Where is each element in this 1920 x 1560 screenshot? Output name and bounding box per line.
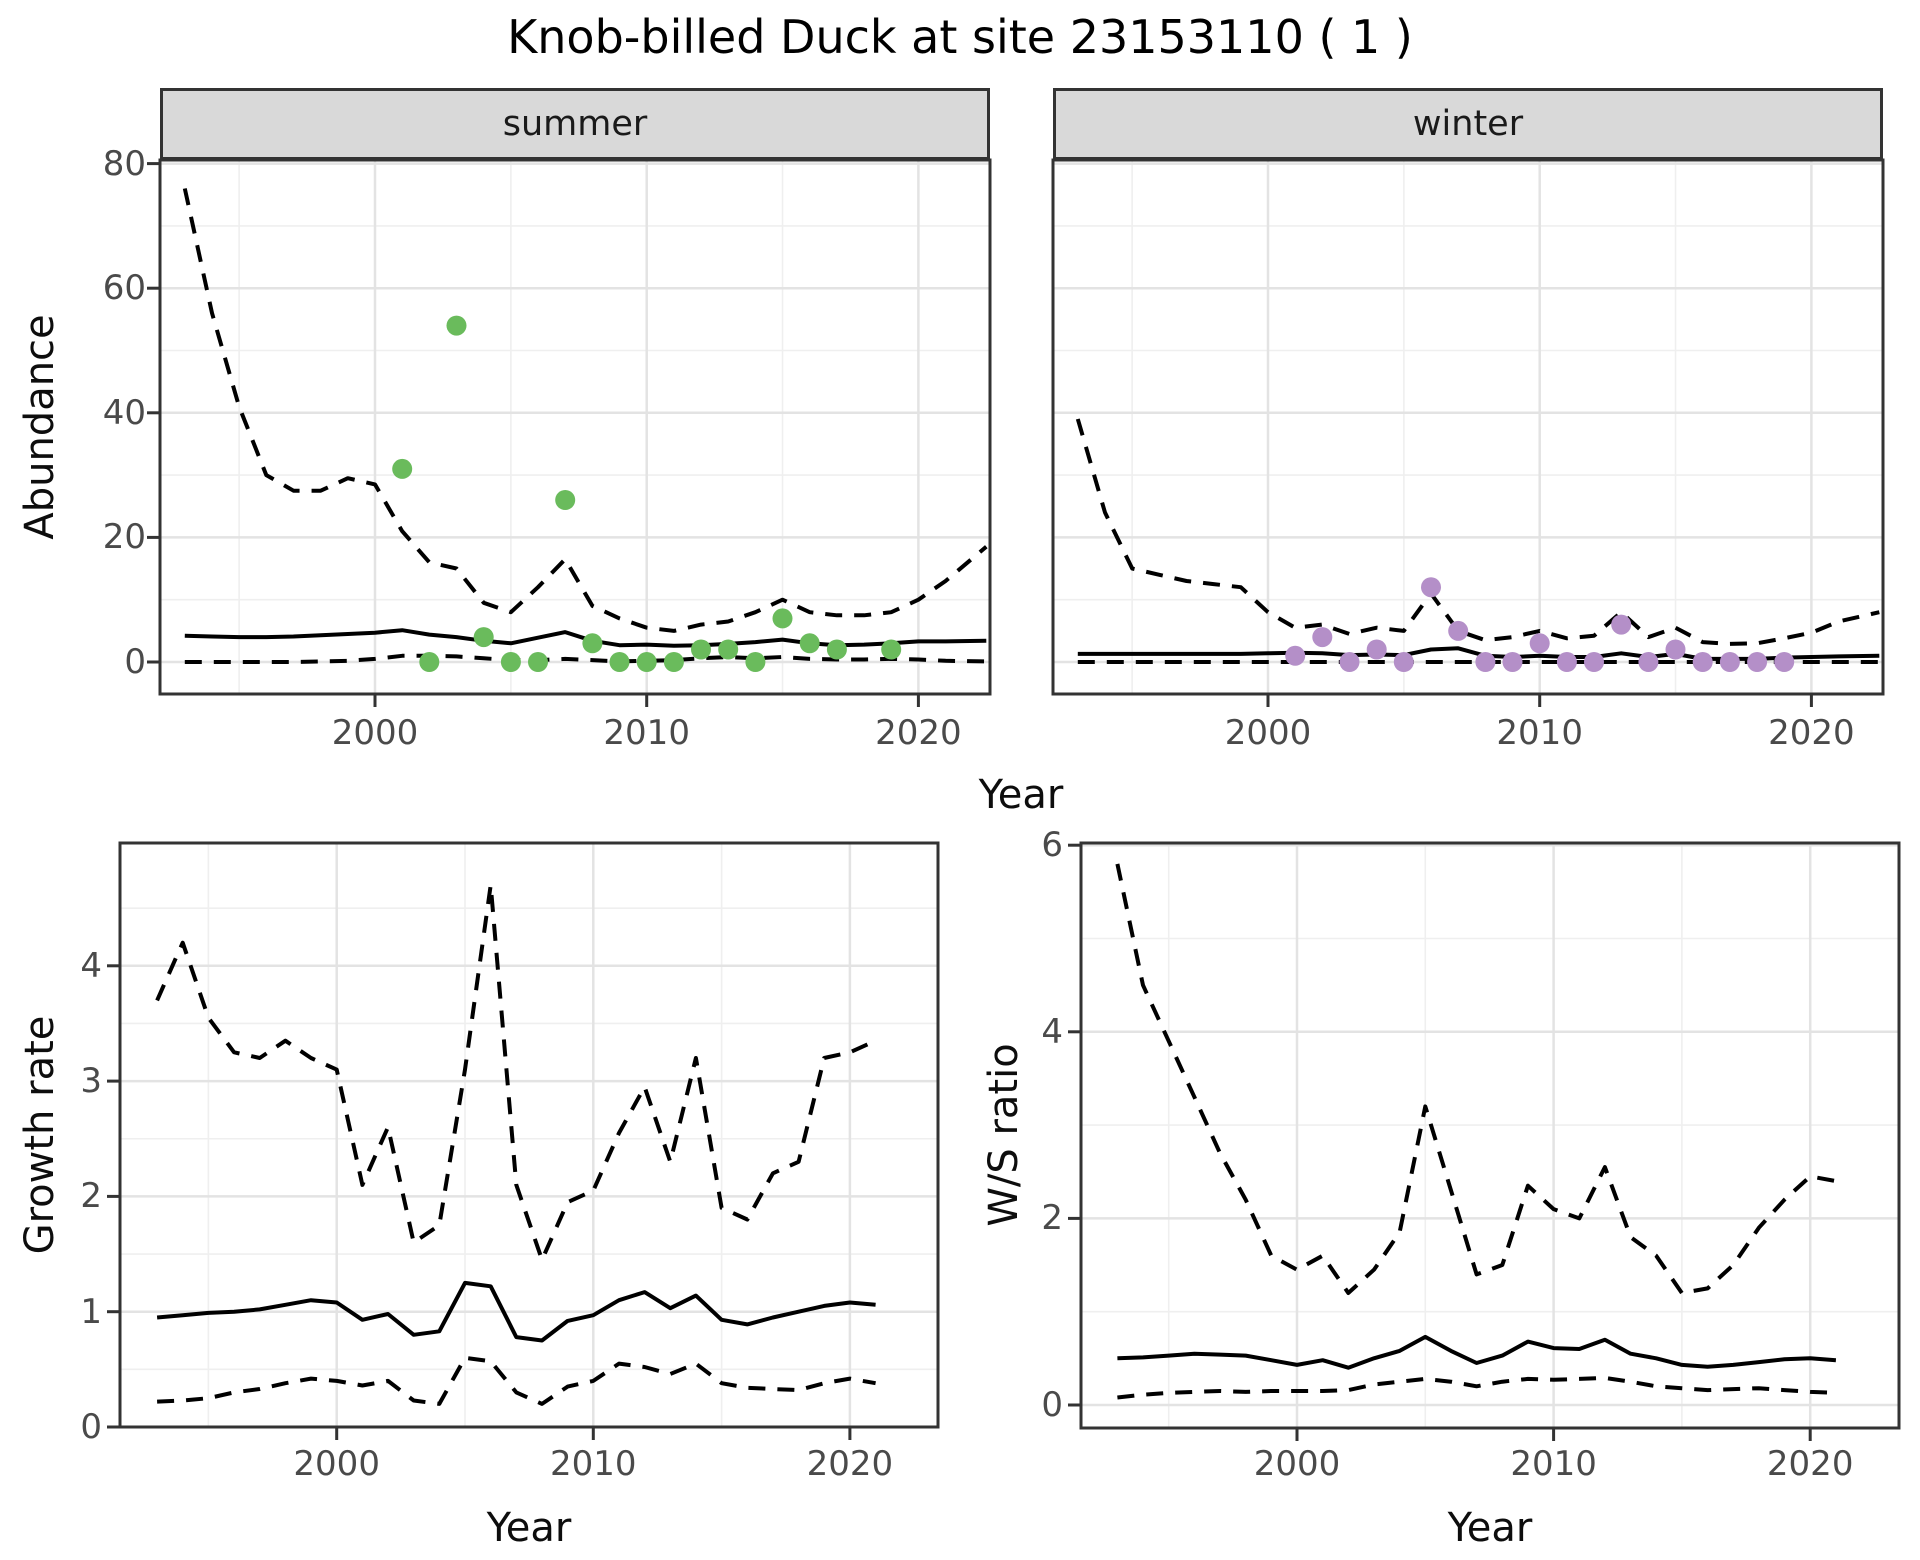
abundance_winter-observation-point: [1747, 652, 1768, 672]
ws_ratio-x-tick-label: 2020: [1766, 1444, 1854, 1484]
panel-abundance_summer: [147, 158, 992, 707]
abundance_winter-x-tick-label: 2010: [1496, 713, 1583, 753]
growth_rate-y-tick-label: 4: [80, 945, 102, 986]
abundance_winter-x-tick-label: 2000: [1224, 713, 1312, 753]
growth_rate-median-line: [156, 1280, 876, 1343]
ws_ratio-y-tick-label: 2: [1041, 1198, 1063, 1239]
abundance_winter-observation-point: [1475, 652, 1496, 672]
abundance_winter-x-tick-label: 2020: [1768, 713, 1855, 753]
ws_ratio-panel-border: [1079, 841, 1901, 1430]
facet-strip-winter-label: winter: [1412, 104, 1524, 144]
ws_ratio-lower_ci-line: [1117, 1375, 1836, 1400]
abundance_summer-observation-point: [691, 639, 711, 660]
abundance_winter-observation-point: [1638, 652, 1659, 672]
abundance_summer-lower_ci-line: [184, 653, 987, 664]
abundance_winter-observation-point: [1692, 652, 1713, 672]
ws_ratio-y-tick-label: 6: [1041, 825, 1063, 866]
abundance_summer-observation-point: [636, 652, 657, 672]
abundance_summer-x-tick-label: 2010: [603, 713, 690, 753]
growth_rate-x-tick-label: 2010: [550, 1444, 637, 1484]
ws_ratio-y-tick-label: 0: [1041, 1385, 1063, 1425]
abundance_summer-y-tick-label: 20: [102, 517, 146, 558]
ws_ratio-y-tick-label: 4: [1041, 1011, 1063, 1052]
growth_rate-x-tick-label: 2020: [806, 1444, 894, 1484]
ws_ratio-x-tick-label: 2010: [1510, 1444, 1597, 1484]
panel-growth_rate: [107, 841, 940, 1440]
abundance_winter-observation-point: [1421, 577, 1441, 598]
growth_rate-panel-border: [118, 841, 940, 1429]
abundance_summer-observation-point: [392, 458, 413, 479]
abundance_summer-upper_ci-line: [182, 188, 988, 633]
abundance_summer-observation-point: [555, 490, 576, 510]
abundance_summer-observation-point: [745, 652, 766, 672]
abundance_summer-observation-point: [473, 627, 494, 648]
abundance_winter-observation-point: [1285, 645, 1306, 666]
ws-ratio-axis-title: W/S ratio: [981, 1043, 1027, 1227]
abundance_winter-observation-point: [1719, 652, 1740, 672]
abundance_summer-observation-point: [826, 639, 847, 660]
abundance_winter-observation-point: [1611, 614, 1632, 635]
abundance_winter-observation-point: [1339, 652, 1360, 672]
abundance_summer-y-tick-label: 80: [102, 143, 146, 184]
ws_ratio-median-line: [1117, 1334, 1837, 1370]
facet-strip-summer-label: summer: [502, 104, 648, 144]
abundance-axis-title: Abundance: [17, 314, 63, 540]
abundance_summer-observation-point: [609, 652, 630, 672]
abundance_summer-y-tick-label: 40: [102, 392, 146, 433]
abundance_summer-y-tick-label: 60: [102, 268, 146, 309]
abundance_winter-observation-point: [1393, 652, 1414, 672]
growth_rate-upper_ci-line: [155, 883, 877, 1262]
abundance_summer-observation-point: [500, 652, 521, 672]
growth-rate-axis-title: Growth rate: [17, 1015, 63, 1255]
abundance_winter-observation-point: [1448, 620, 1469, 641]
abundance_winter-observation-point: [1665, 639, 1686, 660]
growth_rate-x-tick-label: 2000: [293, 1444, 380, 1484]
growth_rate-y-tick-label: 1: [80, 1291, 102, 1332]
abundance_winter-observation-point: [1529, 633, 1550, 654]
abundance_winter-observation-point: [1774, 652, 1795, 672]
abundance_winter-observation-point: [1502, 652, 1523, 672]
abundance_winter-observation-point: [1312, 627, 1333, 648]
ws_ratio-x-tick-label: 2000: [1253, 1444, 1341, 1484]
facet-strip-summer: summer: [160, 88, 990, 160]
abundance_winter-upper_ci-line: [1075, 418, 1880, 646]
abundance_summer-observation-point: [528, 652, 548, 672]
top-year-axis-title: Year: [978, 772, 1064, 818]
growth_rate-y-tick-label: 2: [80, 1176, 102, 1217]
abundance_summer-y-tick-label: 0: [124, 642, 146, 682]
abundance_summer-observation-point: [718, 639, 739, 660]
abundance_winter-observation-point: [1366, 639, 1387, 660]
abundance_summer-observation-point: [419, 652, 440, 672]
facet-strip-winter: winter: [1053, 88, 1883, 160]
growth_rate-y-tick-label: 3: [80, 1061, 102, 1102]
growth_rate-lower_ci-line: [157, 1355, 876, 1406]
growth_rate-y-tick-label: 0: [80, 1407, 102, 1447]
abundance_winter-observation-point: [1556, 652, 1577, 672]
abundance_summer-observation-point: [799, 633, 820, 654]
abundance_winter-observation-point: [1584, 652, 1604, 672]
abundance_summer-observation-point: [663, 652, 684, 672]
abundance_winter-panel-border: [1051, 158, 1885, 696]
ws_ratio-upper_ci-line: [1115, 863, 1837, 1295]
panel-abundance_winter: [1051, 158, 1885, 707]
abundance_summer-observation-point: [446, 315, 467, 336]
growth-year-axis-title: Year: [486, 1505, 572, 1551]
abundance_summer-observation-point: [582, 633, 603, 654]
abundance_summer-observation-point: [772, 608, 793, 629]
chart-title: Knob-billed Duck at site 23153110 ( 1 ): [507, 10, 1413, 64]
abundance_summer-x-tick-label: 2000: [331, 713, 419, 753]
abundance_summer-x-tick-label: 2020: [875, 713, 962, 753]
abundance_summer-observation-point: [881, 639, 902, 660]
panel-ws_ratio: [1068, 841, 1901, 1441]
abundance_summer-panel-border: [158, 158, 992, 696]
ws-year-axis-title: Year: [1447, 1505, 1533, 1551]
